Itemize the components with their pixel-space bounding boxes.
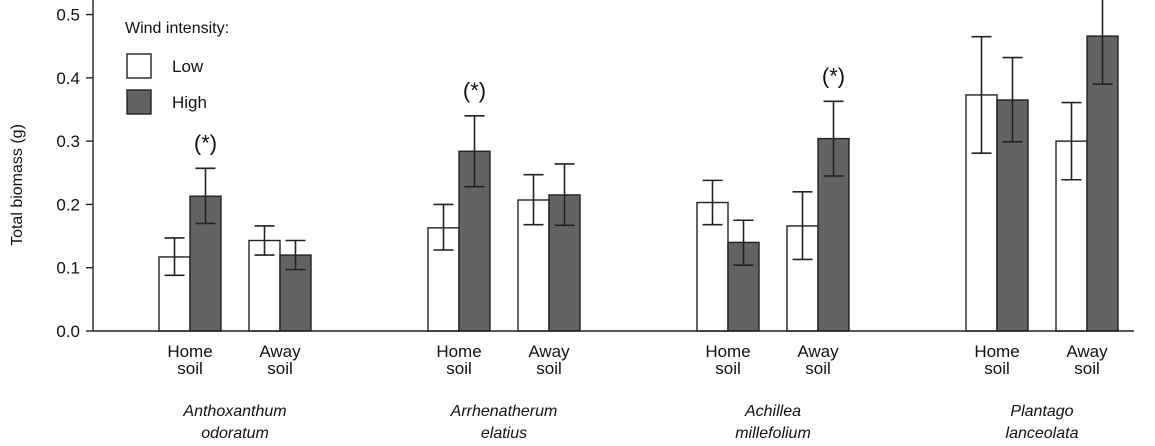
y-axis: 0.00.10.20.30.40.50.60.7	[56, 0, 94, 341]
species-label: Anthoxanthum	[182, 403, 286, 420]
condition-label: Home	[974, 342, 1019, 361]
condition-label: Away	[259, 342, 301, 361]
y-tick-label: 0.5	[56, 6, 80, 25]
condition-label: soil	[984, 359, 1010, 378]
error-bars	[164, 0, 1113, 277]
species-label: Achillea	[744, 403, 801, 420]
condition-label: soil	[1074, 359, 1100, 378]
species-label: millefolium	[735, 425, 811, 442]
species-label: Plantago	[1010, 403, 1073, 420]
species-label: odoratum	[201, 425, 269, 442]
legend-label-low: Low	[172, 57, 204, 76]
category-labels: Homesoil(*)AwaysoilAnthoxanthumodoratumH…	[167, 63, 1108, 442]
legend-title: Wind intensity:	[125, 20, 229, 37]
legend: Wind intensity: Low High	[125, 20, 229, 115]
bars	[158, 35, 1119, 332]
condition-label: soil	[267, 359, 293, 378]
condition-label: soil	[536, 359, 562, 378]
bar-high	[1086, 35, 1119, 332]
legend-swatch-high	[126, 89, 152, 115]
condition-label: soil	[805, 359, 831, 378]
species-label: lanceolata	[1006, 425, 1079, 442]
condition-label: Away	[528, 342, 570, 361]
condition-label: Away	[797, 342, 839, 361]
condition-label: soil	[715, 359, 741, 378]
y-tick-label: 0.4	[56, 69, 80, 88]
y-tick-label: 0.3	[56, 132, 80, 151]
condition-label: Home	[167, 342, 212, 361]
y-tick-label: 0.0	[56, 322, 80, 341]
y-tick-label: 0.2	[56, 195, 80, 214]
condition-label: Home	[705, 342, 750, 361]
species-label: elatius	[481, 425, 527, 442]
condition-label: soil	[446, 359, 472, 378]
significance-label: (*)	[822, 63, 845, 88]
species-label: Arrhenatherum	[450, 403, 558, 420]
legend-label-high: High	[172, 93, 207, 112]
legend-swatch-low	[126, 53, 152, 79]
condition-label: soil	[177, 359, 203, 378]
y-axis-label: Total biomass (g)	[9, 124, 26, 246]
condition-label: Away	[1066, 342, 1108, 361]
condition-label: Home	[436, 342, 481, 361]
significance-label: (*)	[194, 130, 217, 155]
y-tick-label: 0.1	[56, 259, 80, 278]
significance-label: (*)	[463, 78, 486, 103]
